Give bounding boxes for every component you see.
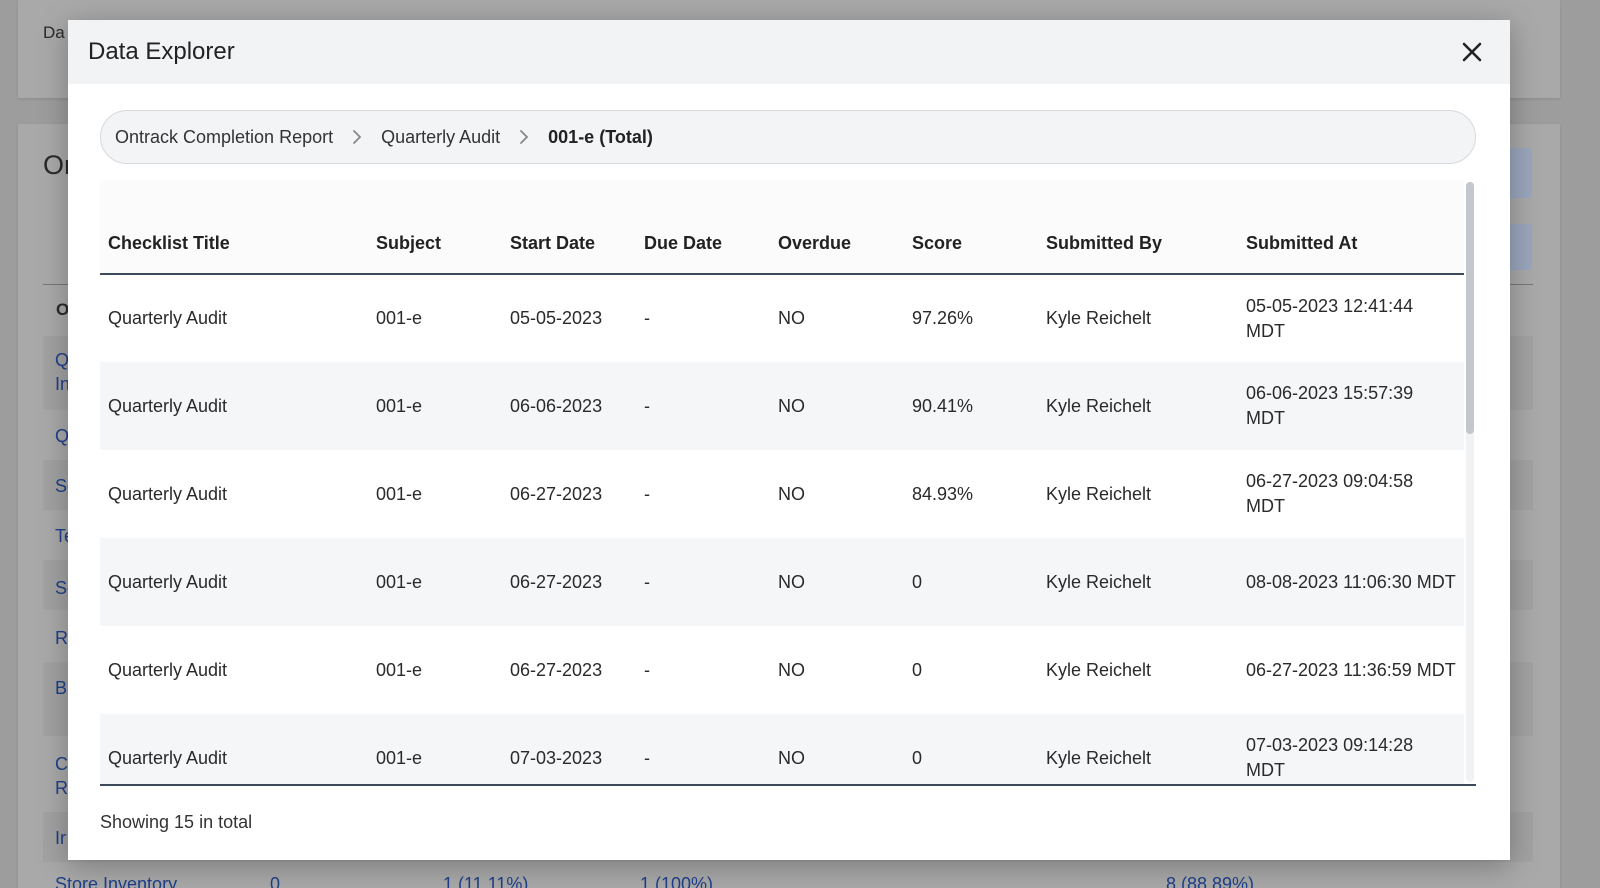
close-icon [1462,42,1482,62]
modal-header: Data Explorer [68,20,1510,84]
breadcrumb-item-checklist[interactable]: Quarterly Audit [381,126,501,147]
breadcrumb-item-report[interactable]: Ontrack Completion Report [115,126,334,147]
table-header-row: Checklist Title Subject Start Date Due D… [100,180,1464,275]
data-explorer-modal: Data Explorer Ontrack Completion Report … [68,20,1510,860]
cell-due-date: - [636,714,770,784]
cell-subject: 001-e [376,308,423,328]
background-header-text: Da [43,23,65,42]
cell-start-date: 06-27-2023 [502,538,636,626]
cell-submitted-by: Kyle Reichelt [1038,714,1238,784]
column-header-score[interactable]: Score [904,180,1038,275]
background-link: Q [55,350,70,370]
cell-submitted-at: 05-05-2023 12:41:44 MDT [1246,295,1414,341]
background-link: R [55,628,68,648]
cell-start-date: 06-27-2023 [510,483,603,504]
column-header-start-date[interactable]: Start Date [502,180,636,275]
cell-subject: 001-e [368,714,502,784]
table-row[interactable]: Quarterly Audit 001-e 07-03-2023 - NO 0 … [100,714,1464,784]
cell-score: 0 [904,538,1038,626]
background-link: Ir [55,828,66,848]
cell-due-date: - [644,659,650,680]
table-scroll-area[interactable]: Checklist Title Subject Start Date Due D… [100,180,1464,784]
cell-score: 97.26% [912,308,974,328]
table-row[interactable]: Quarterly Audit 001-e 05-05-2023 - NO 97… [100,274,1464,362]
cell-subject: 001-e [368,362,502,450]
cell-score: 90.41% [904,362,1038,450]
cell-score: 84.93% [912,483,974,504]
table-scrollbar[interactable] [1466,182,1474,782]
cell-submitted-by: Kyle Reichelt [1046,308,1152,328]
modal-title: Data Explorer [88,38,235,65]
cell-score: 0 [912,659,923,680]
cell-start-date: 06-27-2023 [510,659,603,680]
cell-overdue: NO [778,483,805,504]
cell-checklist-title: Quarterly Audit [108,659,228,680]
cell-checklist-title: Quarterly Audit [108,308,228,328]
background-link: In [55,374,71,394]
table-row[interactable]: Quarterly Audit 001-e 06-06-2023 - NO 90… [100,362,1464,450]
background-row-value: 0 [270,874,281,888]
background-row-label: Store Inventory [55,874,178,888]
column-header-checklist-title[interactable]: Checklist Title [100,180,368,275]
data-table: Checklist Title Subject Start Date Due D… [100,180,1464,784]
cell-submitted-by: Kyle Reichelt [1046,659,1152,680]
breadcrumb-item-current: 001-e (Total) [548,126,653,147]
cell-submitted-at: 06-27-2023 09:04:58 MDT [1246,471,1414,516]
cell-submitted-at: 06-27-2023 11:36:59 MDT [1246,659,1456,680]
cell-submitted-at: 06-06-2023 15:57:39 MDT [1238,362,1464,450]
cell-checklist-title: Quarterly Audit [100,714,368,784]
cell-checklist-title: Quarterly Audit [108,483,228,504]
cell-start-date: 07-03-2023 [502,714,636,784]
column-header-submitted-at[interactable]: Submitted At [1238,180,1464,275]
close-button[interactable] [1452,32,1492,72]
cell-submitted-by: Kyle Reichelt [1038,538,1238,626]
cell-score: 0 [904,714,1038,784]
chevron-right-icon [341,127,373,147]
cell-start-date: 06-06-2023 [502,362,636,450]
column-header-subject[interactable]: Subject [368,180,502,275]
cell-subject: 001-e [368,538,502,626]
background-link: R [55,778,68,798]
breadcrumb: Ontrack Completion Report Quarterly Audi… [100,110,1476,164]
background-link: C [55,754,68,774]
cell-due-date: - [644,483,650,504]
cell-submitted-at: 07-03-2023 09:14:28 MDT [1238,714,1464,784]
table-row[interactable]: Quarterly Audit 001-e 06-27-2023 - NO 0 … [100,538,1464,626]
cell-checklist-title: Quarterly Audit [100,538,368,626]
cell-overdue: NO [778,659,805,680]
cell-submitted-by: Kyle Reichelt [1046,483,1152,504]
background-link: B [55,678,68,698]
background-row-value: 8 (88.89%) [1166,874,1255,888]
column-header-submitted-by[interactable]: Submitted By [1038,180,1238,275]
cell-overdue: NO [778,308,805,328]
cell-submitted-at: 08-08-2023 11:06:30 MDT [1238,538,1464,626]
column-header-overdue[interactable]: Overdue [770,180,904,275]
table-row[interactable]: Quarterly Audit 001-e 06-27-2023 - NO 84… [100,450,1464,538]
cell-due-date: - [636,538,770,626]
background-link: Q [55,426,70,446]
cell-overdue: NO [770,538,904,626]
background-row-value: 1 (100%) [640,874,714,888]
cell-subject: 001-e [376,659,423,680]
background-column-header: O [56,300,70,319]
chevron-right-icon [508,127,540,147]
table-summary: Showing 15 in total [100,812,253,832]
cell-overdue: NO [770,362,904,450]
cell-start-date: 05-05-2023 [510,308,603,328]
table-row[interactable]: Quarterly Audit 001-e 06-27-2023 - NO 0 … [100,626,1464,714]
cell-subject: 001-e [376,483,423,504]
column-header-due-date[interactable]: Due Date [636,180,770,275]
background-row-value: 1 (11.11%) [443,874,529,888]
cell-submitted-by: Kyle Reichelt [1038,362,1238,450]
cell-checklist-title: Quarterly Audit [100,362,368,450]
cell-due-date: - [636,362,770,450]
cell-due-date: - [644,308,650,328]
scrollbar-thumb[interactable] [1466,182,1474,434]
data-table-container: Checklist Title Subject Start Date Due D… [100,180,1476,786]
cell-overdue: NO [770,714,904,784]
